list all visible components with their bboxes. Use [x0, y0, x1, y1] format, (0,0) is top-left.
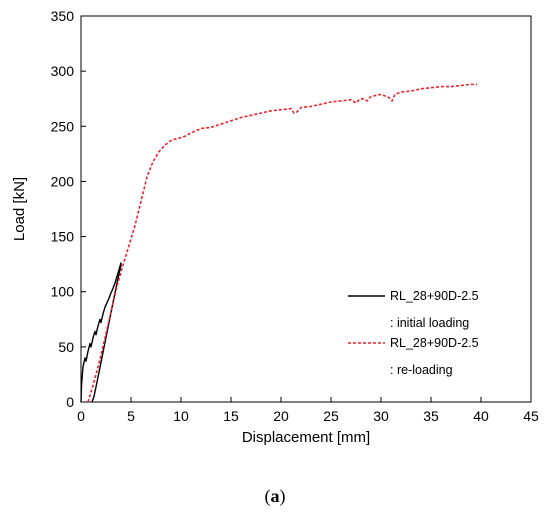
plot-border — [80, 15, 532, 403]
y-axis-label: Load [kN] — [11, 177, 28, 241]
y-tick-label: 300 — [51, 63, 75, 79]
y-tick-label: 100 — [51, 284, 75, 300]
axis-ticks: 0 5 10 15 20 25 30 35 40 45 0 50 100 150 200 250 300 350 — [51, 8, 539, 424]
figure-caption: (a) — [0, 486, 550, 507]
x-tick-label: 5 — [127, 408, 135, 424]
caption-open: ( — [264, 486, 271, 506]
load-displacement-chart: 0 5 10 15 20 25 30 35 40 45050100150200250300350 … — [11, 8, 539, 446]
x-axis-label: Displacement [mm] — [242, 429, 370, 446]
y-tick-label: 150 — [51, 229, 75, 245]
x-tick-label: 15 — [223, 408, 239, 424]
x-tick-label: 40 — [473, 408, 489, 424]
y-tick-label: 50 — [58, 339, 74, 355]
x-tick-label: 0 — [77, 408, 85, 424]
series-line-re-loading — [87, 83, 477, 403]
legend-note-re-loading: : re-loading — [390, 363, 453, 377]
y-tick-label: 350 — [51, 8, 75, 24]
legend-label-re-loading: RL_28+90D-2.5 — [390, 336, 479, 350]
x-tick-label: 45 — [523, 408, 539, 424]
y-tick-label: 200 — [51, 173, 75, 189]
legend-label-initial-loading: RL_28+90D-2.5 — [390, 289, 479, 303]
legend-note-initial-loading: : initial loading — [390, 316, 469, 330]
x-tick-label: 30 — [373, 408, 389, 424]
x-tick-label: 25 — [323, 408, 339, 424]
caption-letter: a — [270, 486, 280, 506]
plot-frame — [80, 15, 532, 403]
series-layer — [80, 83, 477, 403]
legend: RL_28+90D-2.5 : initial loading RL_28+90… — [348, 289, 479, 377]
y-tick-label: 250 — [51, 118, 75, 134]
series-line-initial-loading — [80, 262, 122, 403]
x-tick-label: 10 — [173, 408, 189, 424]
x-tick-label: 35 — [423, 408, 439, 424]
y-tick-label: 0 — [66, 394, 74, 410]
caption-close: ) — [279, 486, 286, 506]
x-tick-label: 20 — [273, 408, 289, 424]
